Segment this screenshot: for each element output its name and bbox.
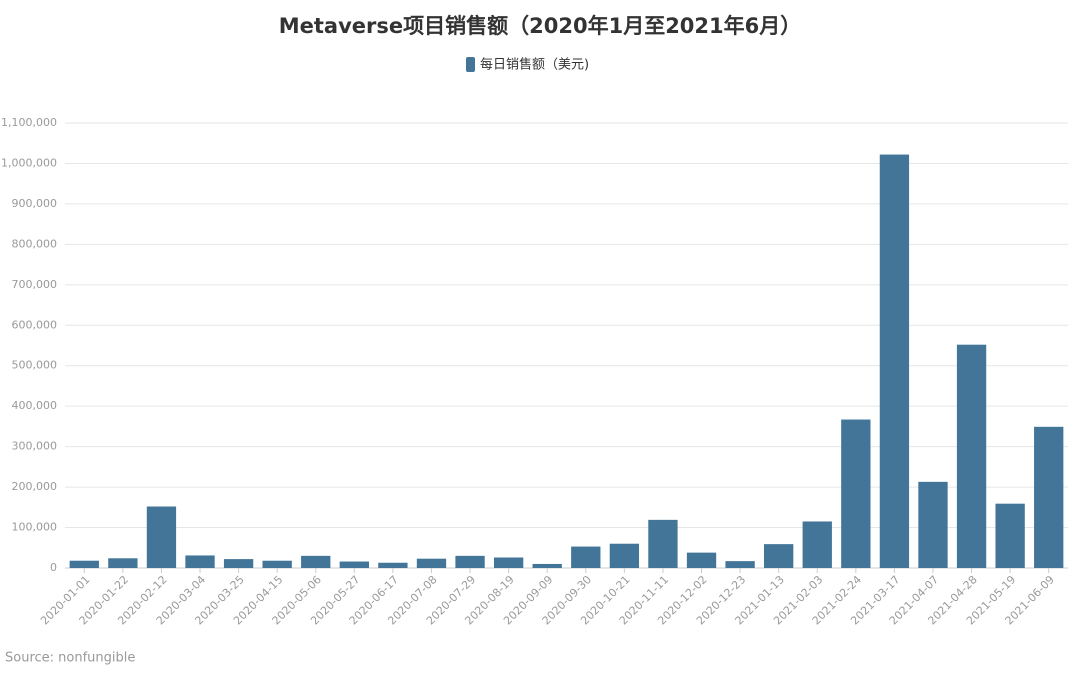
bar	[223, 559, 254, 568]
bar	[764, 544, 794, 568]
bar	[262, 560, 292, 568]
y-tick-label: 0	[50, 561, 57, 574]
y-tick-label: 1,100,000	[1, 116, 57, 129]
bar	[1034, 426, 1064, 568]
bar	[648, 519, 678, 568]
y-tick-label: 700,000	[12, 278, 58, 291]
bar	[802, 521, 832, 568]
y-tick-label: 600,000	[12, 318, 58, 331]
chart-title: Metaverse项目销售额（2020年1月至2021年6月）	[279, 14, 802, 38]
bar	[416, 558, 447, 568]
bar	[571, 546, 601, 568]
legend-label: 每日销售额（美元)	[480, 57, 589, 73]
bar	[301, 555, 331, 568]
y-tick-label: 1,000,000	[1, 156, 57, 169]
bar	[185, 555, 215, 568]
bar	[918, 481, 948, 568]
bar	[995, 503, 1025, 568]
y-tick-label: 100,000	[12, 521, 58, 534]
bar	[841, 419, 871, 568]
bar	[956, 344, 987, 568]
bar	[378, 562, 408, 568]
y-tick-label: 400,000	[12, 399, 58, 412]
legend-swatch	[466, 57, 475, 72]
bar	[532, 563, 562, 568]
bar	[339, 561, 369, 568]
bar	[609, 543, 640, 568]
bar	[455, 555, 485, 568]
y-tick-label: 500,000	[12, 359, 58, 372]
bar	[879, 154, 910, 568]
y-tick-label: 800,000	[12, 237, 58, 250]
source: Source: nonfungible	[5, 651, 135, 666]
y-tick-label: 300,000	[12, 440, 58, 453]
bar	[725, 561, 755, 568]
bar	[108, 558, 138, 568]
y-tick-label: 900,000	[12, 197, 58, 210]
bar	[686, 552, 717, 568]
bar	[146, 506, 177, 568]
bar	[69, 560, 99, 568]
bar	[493, 557, 524, 568]
y-tick-label: 200,000	[12, 480, 58, 493]
